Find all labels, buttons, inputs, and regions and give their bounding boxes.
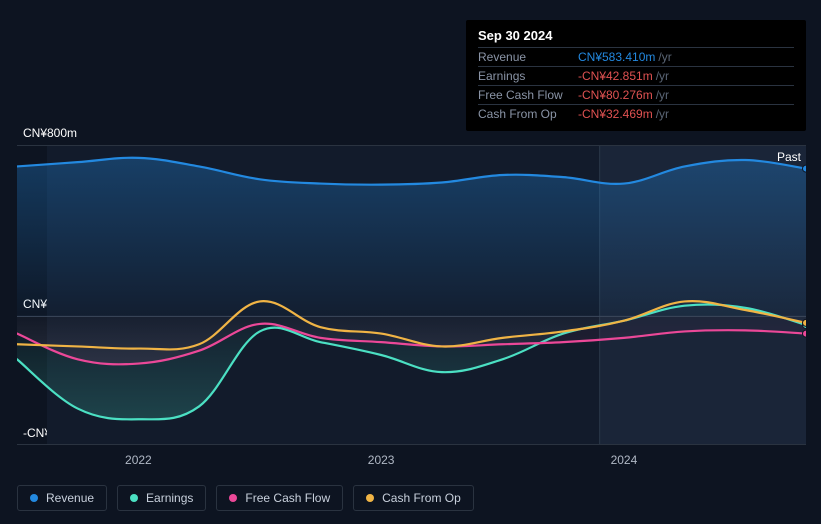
y-tick-800: CN¥800m bbox=[23, 126, 77, 140]
tooltip-row-label: Revenue bbox=[478, 50, 578, 64]
tooltip-row: Cash From Op-CN¥32.469m/yr bbox=[478, 104, 794, 123]
tooltip-row-label: Free Cash Flow bbox=[478, 88, 578, 102]
legend-item-fcf[interactable]: Free Cash Flow bbox=[216, 485, 343, 511]
past-label: Past bbox=[777, 150, 801, 164]
x-tick: 2024 bbox=[611, 453, 638, 467]
chart-tooltip: Sep 30 2024 RevenueCN¥583.410m/yrEarning… bbox=[466, 20, 806, 131]
legend-dot-icon bbox=[366, 494, 374, 502]
legend-item-cfo[interactable]: Cash From Op bbox=[353, 485, 474, 511]
tooltip-date: Sep 30 2024 bbox=[478, 28, 794, 47]
tooltip-row-value: -CN¥42.851m bbox=[578, 69, 653, 83]
tooltip-row-suffix: /yr bbox=[656, 88, 669, 102]
legend-item-label: Earnings bbox=[146, 491, 193, 505]
tooltip-row-suffix: /yr bbox=[656, 69, 669, 83]
tooltip-row: RevenueCN¥583.410m/yr bbox=[478, 47, 794, 66]
tooltip-row-suffix: /yr bbox=[658, 50, 671, 64]
tooltip-row: Earnings-CN¥42.851m/yr bbox=[478, 66, 794, 85]
financials-chart[interactable] bbox=[17, 145, 806, 445]
tooltip-row-suffix: /yr bbox=[656, 107, 669, 121]
tooltip-row: Free Cash Flow-CN¥80.276m/yr bbox=[478, 85, 794, 104]
legend-dot-icon bbox=[229, 494, 237, 502]
legend-item-label: Revenue bbox=[46, 491, 94, 505]
chart-legend: Revenue Earnings Free Cash Flow Cash From O… bbox=[17, 485, 474, 511]
legend-item-earnings[interactable]: Earnings bbox=[117, 485, 206, 511]
x-tick: 2023 bbox=[368, 453, 395, 467]
tooltip-row-label: Earnings bbox=[478, 69, 578, 83]
legend-item-label: Cash From Op bbox=[382, 491, 461, 505]
tooltip-row-value: -CN¥32.469m bbox=[578, 107, 653, 121]
x-tick: 2022 bbox=[125, 453, 152, 467]
tooltip-row-value: -CN¥80.276m bbox=[578, 88, 653, 102]
legend-dot-icon bbox=[30, 494, 38, 502]
legend-dot-icon bbox=[130, 494, 138, 502]
legend-item-label: Free Cash Flow bbox=[245, 491, 330, 505]
tooltip-row-label: Cash From Op bbox=[478, 107, 578, 121]
legend-item-revenue[interactable]: Revenue bbox=[17, 485, 107, 511]
tooltip-row-value: CN¥583.410m bbox=[578, 50, 655, 64]
